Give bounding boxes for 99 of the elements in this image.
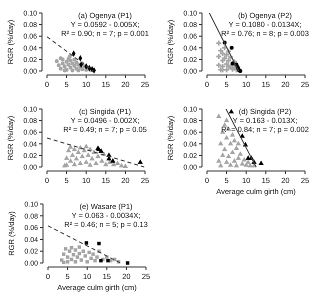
point (232, 158, 238, 163)
point (68, 66, 72, 70)
point (224, 118, 230, 122)
point (230, 132, 236, 137)
point (106, 258, 110, 262)
point (84, 144, 89, 148)
point (60, 62, 65, 66)
point (68, 144, 74, 149)
point (242, 157, 247, 162)
point (228, 140, 234, 146)
point (238, 151, 243, 156)
point (66, 62, 71, 67)
point (230, 46, 234, 50)
point (64, 60, 69, 64)
point (80, 258, 84, 262)
point (93, 160, 99, 166)
point (216, 114, 222, 118)
point (68, 158, 74, 163)
point (72, 64, 76, 68)
point (220, 152, 226, 157)
point (236, 155, 241, 160)
point (72, 162, 78, 166)
point (110, 158, 116, 163)
point (74, 260, 78, 264)
point (70, 246, 74, 250)
point (122, 163, 128, 168)
point (70, 68, 74, 72)
point (86, 152, 91, 157)
point (72, 146, 78, 152)
point (222, 146, 228, 152)
point (85, 260, 89, 264)
point (230, 62, 234, 66)
point (74, 248, 78, 252)
point (62, 252, 66, 256)
point (240, 161, 245, 166)
point (230, 149, 236, 154)
point (66, 148, 72, 152)
point (80, 154, 85, 158)
point (82, 249, 86, 253)
point (89, 156, 95, 160)
point (93, 258, 97, 262)
point (74, 156, 80, 160)
point (72, 253, 76, 256)
point (222, 56, 228, 61)
point (224, 52, 230, 58)
point (226, 154, 232, 158)
point (218, 162, 224, 168)
point (95, 154, 101, 158)
point (54, 59, 59, 64)
point (62, 64, 67, 68)
point (84, 159, 89, 164)
point (64, 247, 68, 251)
point (84, 241, 88, 245)
point (70, 152, 76, 157)
point (228, 108, 234, 114)
point (216, 158, 222, 163)
point (82, 148, 87, 152)
point (78, 160, 83, 166)
point (68, 249, 72, 253)
point (114, 160, 120, 166)
point (87, 162, 93, 167)
point (258, 160, 264, 166)
point (66, 260, 70, 264)
point (98, 148, 104, 153)
point (58, 66, 63, 71)
point (216, 40, 222, 46)
point (68, 54, 72, 58)
point (218, 140, 224, 146)
point (138, 159, 143, 164)
point (216, 62, 222, 68)
point (62, 260, 66, 264)
point (97, 242, 101, 246)
point (76, 149, 81, 154)
point (56, 63, 61, 68)
point (78, 245, 82, 249)
point (84, 254, 87, 258)
point (234, 162, 240, 168)
point (89, 256, 93, 260)
point (216, 54, 222, 60)
point (228, 162, 234, 167)
point (234, 145, 240, 150)
point (224, 134, 230, 140)
point (80, 67, 84, 72)
point (99, 158, 105, 163)
point (66, 255, 70, 259)
point (78, 252, 82, 256)
point (87, 250, 91, 254)
point (232, 138, 238, 142)
point (247, 162, 253, 168)
point (246, 159, 251, 164)
point (103, 162, 108, 166)
point (226, 58, 232, 64)
point (91, 252, 95, 256)
point (76, 255, 80, 259)
point (70, 258, 74, 262)
point (236, 140, 241, 146)
point (224, 159, 230, 164)
point (64, 155, 70, 160)
point (222, 122, 228, 127)
